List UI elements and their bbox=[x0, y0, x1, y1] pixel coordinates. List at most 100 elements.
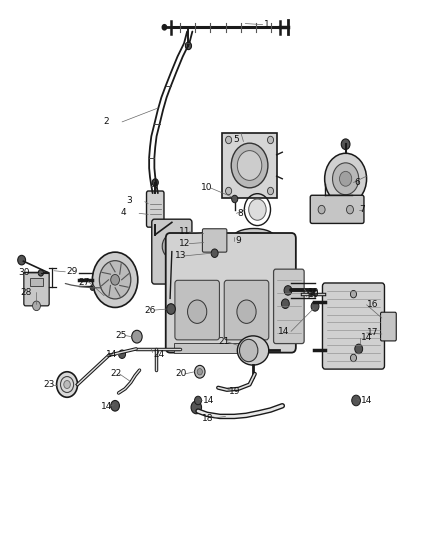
Circle shape bbox=[194, 396, 201, 405]
FancyBboxPatch shape bbox=[24, 272, 49, 306]
Circle shape bbox=[282, 299, 289, 309]
Circle shape bbox=[355, 344, 363, 354]
Ellipse shape bbox=[240, 232, 268, 242]
Circle shape bbox=[152, 231, 158, 238]
FancyBboxPatch shape bbox=[166, 233, 296, 353]
Circle shape bbox=[111, 400, 120, 411]
Ellipse shape bbox=[233, 229, 275, 246]
Text: 6: 6 bbox=[354, 178, 360, 187]
Circle shape bbox=[99, 261, 131, 299]
Text: 5: 5 bbox=[233, 135, 239, 144]
Circle shape bbox=[194, 366, 205, 378]
Circle shape bbox=[341, 139, 350, 150]
Text: 17: 17 bbox=[367, 328, 379, 337]
Circle shape bbox=[231, 143, 268, 188]
Circle shape bbox=[211, 249, 218, 257]
Ellipse shape bbox=[57, 372, 78, 397]
Text: 22: 22 bbox=[111, 369, 122, 378]
Text: 10: 10 bbox=[201, 183, 212, 192]
Circle shape bbox=[111, 274, 120, 285]
Text: 1: 1 bbox=[264, 20, 270, 29]
Circle shape bbox=[268, 187, 274, 195]
Text: 13: 13 bbox=[175, 252, 187, 260]
Text: 14: 14 bbox=[360, 333, 372, 342]
Circle shape bbox=[166, 264, 177, 277]
Circle shape bbox=[162, 235, 181, 258]
Text: 16: 16 bbox=[367, 300, 379, 309]
Circle shape bbox=[332, 163, 359, 195]
Circle shape bbox=[18, 255, 25, 265]
Circle shape bbox=[166, 304, 175, 314]
Circle shape bbox=[284, 286, 292, 295]
Text: 15: 15 bbox=[306, 292, 318, 301]
Text: 25: 25 bbox=[115, 331, 127, 340]
FancyBboxPatch shape bbox=[175, 280, 219, 340]
Circle shape bbox=[191, 401, 201, 414]
Ellipse shape bbox=[237, 336, 269, 365]
Text: 8: 8 bbox=[237, 209, 243, 218]
Circle shape bbox=[226, 136, 232, 144]
Text: 14: 14 bbox=[360, 396, 372, 405]
Text: 26: 26 bbox=[144, 305, 155, 314]
Circle shape bbox=[132, 330, 142, 343]
Circle shape bbox=[237, 151, 262, 180]
FancyBboxPatch shape bbox=[322, 283, 385, 369]
Text: 10: 10 bbox=[307, 287, 319, 296]
Circle shape bbox=[38, 270, 43, 276]
Circle shape bbox=[232, 195, 238, 203]
Text: 28: 28 bbox=[21, 287, 32, 296]
Bar bbox=[223, 133, 277, 198]
Ellipse shape bbox=[240, 340, 258, 362]
FancyBboxPatch shape bbox=[147, 191, 164, 227]
Bar bbox=[30, 278, 43, 286]
Text: 12: 12 bbox=[179, 239, 190, 248]
Text: 19: 19 bbox=[229, 387, 240, 396]
Text: 9: 9 bbox=[236, 237, 241, 246]
Text: 7: 7 bbox=[360, 205, 365, 214]
FancyBboxPatch shape bbox=[310, 195, 364, 223]
Circle shape bbox=[352, 395, 360, 406]
Text: 10: 10 bbox=[307, 289, 319, 298]
Bar bbox=[174, 343, 250, 353]
Circle shape bbox=[32, 301, 40, 311]
Ellipse shape bbox=[64, 381, 71, 389]
Circle shape bbox=[92, 252, 138, 308]
Circle shape bbox=[346, 205, 353, 214]
Circle shape bbox=[268, 136, 274, 144]
Circle shape bbox=[119, 350, 126, 359]
Text: 11: 11 bbox=[179, 228, 191, 237]
Text: 27: 27 bbox=[78, 278, 89, 287]
Circle shape bbox=[318, 205, 325, 214]
FancyBboxPatch shape bbox=[274, 269, 304, 344]
FancyBboxPatch shape bbox=[152, 219, 192, 284]
Circle shape bbox=[226, 187, 232, 195]
Circle shape bbox=[311, 302, 319, 311]
Text: 14: 14 bbox=[203, 396, 215, 405]
Circle shape bbox=[185, 42, 191, 50]
Text: 20: 20 bbox=[175, 369, 187, 378]
Circle shape bbox=[339, 171, 352, 186]
Text: 18: 18 bbox=[202, 414, 214, 423]
Text: 30: 30 bbox=[18, 269, 30, 277]
Text: 2: 2 bbox=[104, 117, 110, 126]
Text: 23: 23 bbox=[43, 380, 55, 389]
Circle shape bbox=[162, 25, 166, 30]
Circle shape bbox=[152, 179, 158, 186]
Circle shape bbox=[197, 368, 202, 375]
Circle shape bbox=[186, 43, 191, 49]
Circle shape bbox=[350, 290, 357, 298]
Text: 3: 3 bbox=[127, 196, 132, 205]
Circle shape bbox=[187, 300, 207, 324]
Text: 29: 29 bbox=[66, 268, 78, 276]
Text: 14: 14 bbox=[101, 402, 113, 411]
Text: 24: 24 bbox=[153, 350, 165, 359]
FancyBboxPatch shape bbox=[202, 229, 227, 252]
FancyBboxPatch shape bbox=[224, 280, 269, 340]
Circle shape bbox=[350, 354, 357, 362]
Circle shape bbox=[237, 300, 256, 324]
Text: 14: 14 bbox=[106, 350, 117, 359]
Text: 21: 21 bbox=[218, 337, 230, 346]
Circle shape bbox=[249, 199, 266, 220]
FancyBboxPatch shape bbox=[381, 312, 396, 341]
Text: 4: 4 bbox=[120, 208, 126, 217]
